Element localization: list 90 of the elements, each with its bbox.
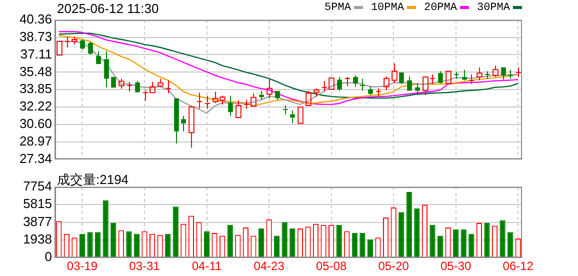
candlestick: [407, 76, 412, 91]
candlestick: [353, 74, 358, 88]
candlestick: [462, 69, 467, 80]
y-tick-label: 30.60: [19, 116, 52, 131]
candlestick: [259, 90, 264, 100]
candlestick: [476, 66, 482, 81]
chart-title: 成交量:2194: [57, 171, 129, 189]
candlestick: [96, 50, 101, 64]
bar: [360, 233, 366, 258]
x-tick-label: 05-20: [378, 259, 410, 274]
legend-label: 20PMA: [424, 2, 457, 14]
candlestick: [135, 80, 140, 92]
bar: [352, 233, 358, 258]
candlestick: [266, 78, 272, 99]
y-tick-label: 0: [44, 249, 52, 264]
candlestick: [368, 86, 373, 96]
bar: [95, 232, 101, 258]
bar: [134, 234, 140, 258]
bar: [414, 208, 420, 258]
bar: [406, 192, 412, 258]
legend-label: 10PMA: [370, 2, 404, 14]
candlestick: [126, 81, 132, 92]
x-tick-label: 04-11: [192, 259, 222, 274]
candlestick: [188, 106, 194, 148]
y-tick-label: 7754: [23, 178, 52, 194]
y-tick-label: 1938: [23, 232, 52, 247]
candlestick: [228, 95, 233, 116]
x-tick-label: 03-31: [129, 259, 160, 274]
candlestick: [174, 98, 179, 144]
bar: [126, 231, 132, 258]
bar: [430, 224, 436, 258]
bar: [484, 223, 490, 258]
bar: [274, 236, 280, 258]
y-tick-label: 28.97: [19, 133, 52, 148]
bar: [172, 206, 178, 258]
bar: [79, 234, 86, 258]
bar: [453, 229, 459, 258]
legend-label: 30PMA: [476, 2, 510, 14]
y-tick-label: 38.73: [19, 29, 52, 44]
bar: [437, 236, 444, 258]
x-tick-label: 05-08: [316, 259, 347, 274]
candlestick: [181, 115, 186, 132]
candlestick: [196, 92, 202, 110]
bar: [102, 200, 108, 258]
x-tick-label: 04-23: [254, 259, 285, 274]
bar: [336, 224, 342, 258]
y-tick-label: 5815: [23, 196, 52, 212]
bar: [258, 228, 264, 258]
candlestick: [275, 90, 280, 100]
bar: [398, 212, 404, 258]
candlestick: [516, 66, 522, 78]
bar: [227, 224, 233, 258]
candlestick: [376, 88, 382, 97]
x-tick-label: 03-19: [66, 259, 98, 274]
y-tick-label: 3877: [23, 214, 52, 229]
bar: [500, 220, 506, 258]
bar: [204, 231, 210, 258]
y-tick-label: 33.85: [19, 81, 52, 96]
candlestick: [468, 74, 474, 85]
legend-label: 5PMA: [324, 2, 351, 14]
bar: [460, 229, 466, 258]
y-tick-label: 40.36: [19, 12, 52, 27]
candlestick: [282, 105, 288, 115]
bar: [367, 239, 374, 258]
y-tick-label: 27.34: [19, 150, 52, 166]
candlestick: [290, 110, 295, 124]
candlestick: [501, 67, 506, 80]
bar: [468, 234, 474, 258]
candlestick: [88, 42, 93, 54]
x-tick-label: 05-30: [440, 259, 472, 274]
y-tick-label: 35.48: [19, 64, 52, 79]
candlestick: [392, 62, 398, 84]
y-tick-label: 37.11: [20, 46, 52, 62]
y-tick-label: 32.22: [19, 98, 52, 114]
bar: [282, 222, 288, 258]
candlestick: [204, 95, 210, 110]
x-tick-label: 06-12: [502, 259, 534, 274]
candlestick: [80, 40, 85, 50]
candlestick: [484, 70, 490, 80]
candlestick: [166, 80, 172, 94]
bar: [165, 234, 171, 258]
bar: [110, 223, 116, 258]
bar: [87, 232, 93, 258]
candlestick: [360, 78, 366, 92]
chart-title: 2025-06-12 11:30: [57, 1, 159, 16]
bar: [508, 232, 514, 258]
bar: [290, 228, 296, 258]
candlestick: [438, 70, 443, 83]
candlestick: [415, 82, 420, 96]
candlestick: [104, 50, 109, 88]
